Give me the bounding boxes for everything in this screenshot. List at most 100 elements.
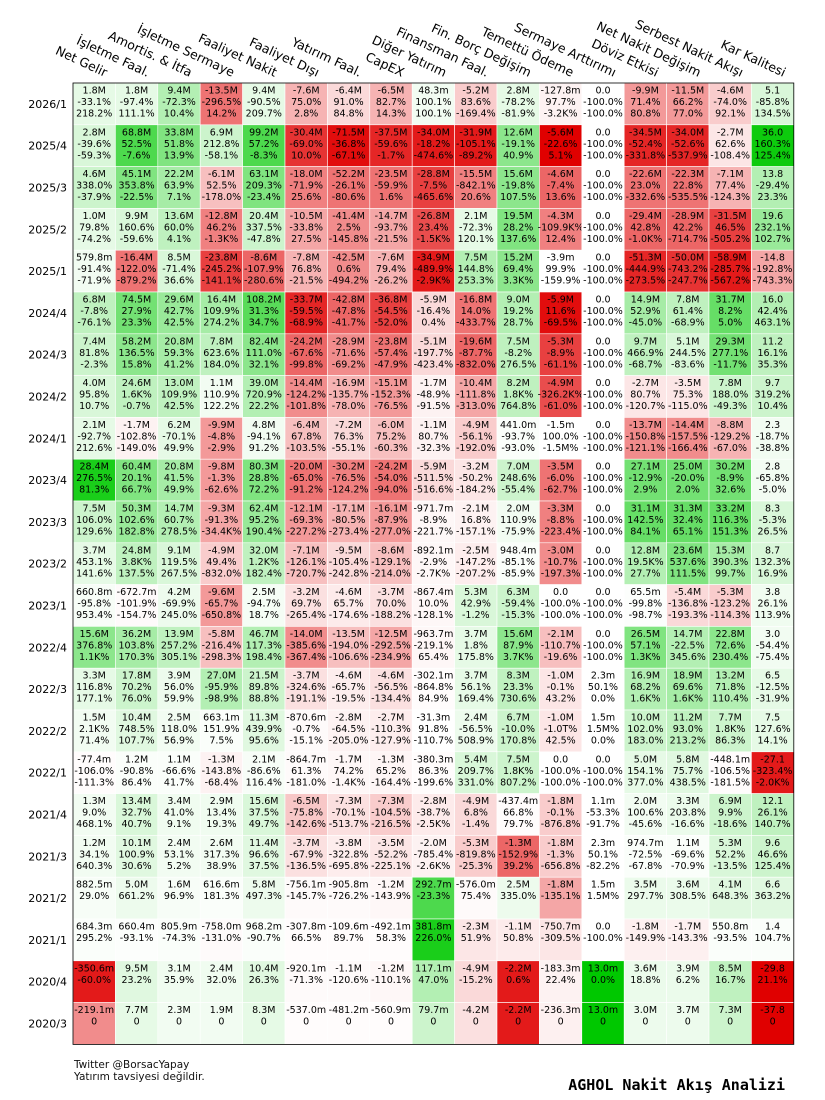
cell-fill (539, 291, 583, 335)
cell-qoq-change: 86.4% (122, 777, 152, 788)
cell-qoq-change: -513.7% (329, 819, 369, 830)
cell-yoy-change: -152.3% (371, 390, 411, 401)
cell-yoy-change: -109.9K% (538, 222, 584, 233)
cell-fill (157, 417, 201, 460)
cell-fill (72, 208, 116, 251)
cell-qoq-change: 230.4% (712, 652, 748, 663)
cell-qoq-change: -1.3K% (205, 234, 239, 245)
cell-value: 9.7M (634, 336, 657, 347)
heatmap-cell: -8.6M-107.9%-280.6% (242, 249, 286, 293)
cell-yoy-change: 116.3% (712, 515, 748, 526)
cell-yoy-change: -100.0% (583, 640, 623, 651)
heatmap-cell: -1.0M-1.0T%42.5% (539, 709, 583, 753)
cell-yoy-change: -296.5% (202, 97, 242, 108)
row-label: 2024/2 (28, 391, 67, 404)
cell-value: -5.2M (462, 86, 489, 97)
heatmap-cell: 0.0-100.0%-100.0% (581, 82, 625, 126)
cell-value: 17.8M (122, 671, 151, 682)
cell-qoq-change: 49.9% (164, 443, 194, 454)
cell-fill (539, 458, 583, 502)
cell-yoy-change: -52.4% (629, 139, 663, 150)
cell-yoy-change: 390.3% (712, 557, 748, 568)
cell-fill (199, 375, 243, 418)
heatmap-cell: -5.3M-819.8%-25.3% (454, 835, 498, 878)
heatmap-cell: -2.8M-38.7%-2.5K% (411, 793, 455, 836)
heatmap-cell: -14.4M-157.5%-166.4% (666, 417, 710, 460)
heatmap-cell: -7.3M-104.5%-216.5% (369, 793, 413, 836)
cell-yoy-change: 9.9% (718, 808, 742, 819)
cell-value: 80.3M (249, 462, 278, 473)
cell-qoq-change: 65.4% (418, 652, 448, 663)
heatmap-cell: 1.3M9.0%468.1% (72, 793, 116, 836)
cell-qoq-change: -225.1% (371, 861, 411, 872)
cell-value: 3.0M (634, 1005, 657, 1016)
cell-yoy-change: 276.5% (76, 473, 112, 484)
cell-qoq-change: -61.0% (544, 401, 578, 412)
cell-value: 381.8m (415, 922, 451, 933)
cell-value: 15.6M (80, 629, 109, 640)
cell-value: -4.6M (378, 671, 405, 682)
cell-value: 7.0M (507, 462, 530, 473)
cell-fill (708, 166, 752, 209)
cell-yoy-change: 14.0% (461, 306, 491, 317)
cell-qoq-change: -743.3% (753, 276, 793, 287)
cell-fill (327, 417, 371, 460)
heatmap-cell: 14.7M-22.5%345.6% (666, 626, 710, 669)
cell-yoy-change: -0.1% (547, 682, 575, 693)
cell-yoy-change: 19.2% (503, 306, 533, 317)
cell-qoq-change: -31.9% (756, 694, 790, 705)
row-label: 2020/3 (28, 1018, 67, 1031)
cell-fill (666, 82, 710, 126)
cell-fill (623, 124, 667, 167)
cell-yoy-change: -72.3% (162, 97, 196, 108)
cell-value: -1.8M (632, 922, 659, 933)
cell-qoq-change: 113.9% (754, 610, 790, 621)
cell-value: -4.9M (208, 545, 235, 556)
cell-value: 62.4M (249, 504, 278, 515)
cell-value: 5.8M (676, 754, 699, 765)
cell-fill (411, 208, 455, 251)
cell-yoy-change: -135.1% (541, 891, 581, 902)
cell-qoq-change: 764.8% (500, 401, 536, 412)
cell-qoq-change: -879.2% (117, 276, 157, 287)
heatmap-cell: -14.4M-124.2%-101.8% (284, 375, 328, 418)
cell-qoq-change: -1.4% (462, 819, 490, 830)
cell-yoy-change: 52.2% (715, 849, 745, 860)
heatmap-cell: -5.1M-197.7%-423.4% (411, 333, 455, 376)
cell-qoq-change: -2.3% (80, 359, 108, 370)
cell-qoq-change: 468.1% (76, 819, 112, 830)
heatmap-cell: -302.1m-864.8%84.9% (411, 667, 455, 711)
cell-fill (539, 626, 583, 669)
heatmap-cell: -1.8M-135.1% (539, 876, 583, 920)
cell-yoy-change: -785.4% (414, 849, 454, 860)
heatmap-cell: -5.4M-136.8%-193.3% (666, 584, 710, 627)
cell-yoy-change: 23.4% (418, 222, 448, 233)
cell-value: -1.1M (335, 963, 362, 974)
cell-qoq-change: 10.7% (79, 401, 109, 412)
heatmap-cell: 8.3-5.3%26.5% (751, 500, 795, 544)
cell-qoq-change: -45.0% (629, 318, 663, 329)
cell-yoy-change: -100.0% (583, 222, 623, 233)
cell-yoy-change: -322.8% (329, 849, 369, 860)
cell-qoq-change: -128.1% (414, 610, 454, 621)
cell-value: 28.4M (80, 462, 109, 473)
cell-fill (72, 500, 116, 544)
cell-value: -7.6M (293, 86, 320, 97)
heatmap-cell: -4.2M0 (454, 1002, 498, 1045)
cell-qoq-change: 807.2% (500, 777, 536, 788)
cell-fill (411, 709, 455, 753)
